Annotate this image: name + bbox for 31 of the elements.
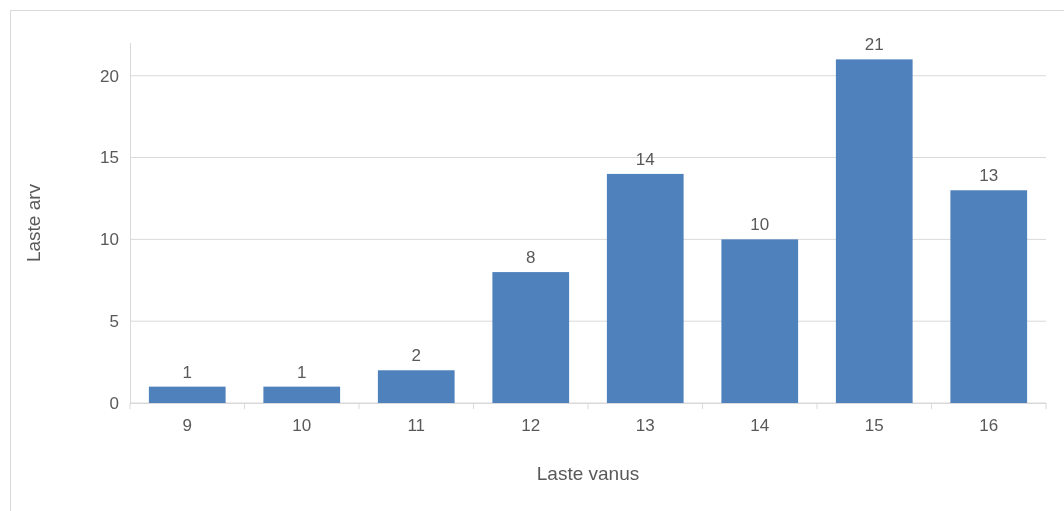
y-tick-label: 5 xyxy=(109,312,119,332)
data-label: 21 xyxy=(864,35,884,55)
data-label: 1 xyxy=(297,362,307,382)
y-tick-label: 15 xyxy=(100,148,119,168)
bar xyxy=(950,190,1028,403)
data-label: 10 xyxy=(750,215,770,235)
bar xyxy=(606,173,684,403)
x-tick-label: 12 xyxy=(521,416,541,435)
x-axis-title: Laste vanus xyxy=(536,463,640,484)
bar xyxy=(721,239,799,403)
y-tick-label: 0 xyxy=(109,393,119,413)
bar xyxy=(377,370,455,403)
x-tick-label: 16 xyxy=(979,416,999,435)
data-label: 2 xyxy=(411,346,421,366)
bar xyxy=(835,59,913,403)
bar xyxy=(148,386,226,403)
data-label: 13 xyxy=(979,166,999,186)
data-label: 8 xyxy=(526,248,536,268)
y-tick-label: 20 xyxy=(100,66,119,86)
x-tick-label: 11 xyxy=(407,416,426,435)
x-tick-label: 10 xyxy=(292,416,312,435)
y-axis-title: Laste arv xyxy=(23,183,44,263)
x-tick-label: 15 xyxy=(864,416,884,435)
data-label: 14 xyxy=(635,149,655,169)
data-label: 1 xyxy=(182,362,192,382)
bar xyxy=(263,386,341,403)
x-tick-label: 13 xyxy=(635,416,655,435)
y-tick-label: 10 xyxy=(100,230,119,250)
bar xyxy=(492,272,570,403)
x-tick-label: 9 xyxy=(182,416,192,435)
x-tick-label: 14 xyxy=(750,416,770,435)
